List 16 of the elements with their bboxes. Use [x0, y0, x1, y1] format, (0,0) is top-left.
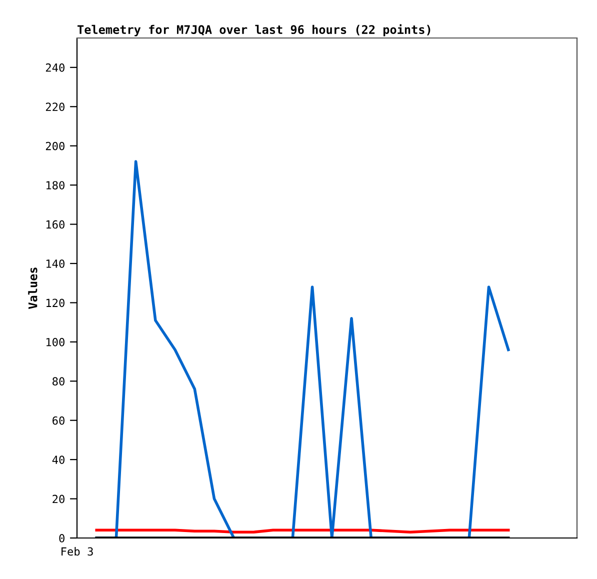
y-tick-label: 80	[52, 377, 64, 386]
y-tick-label: 20	[52, 494, 64, 504]
y-tick-label: 160	[46, 220, 64, 229]
text: Feb 3	[62, 547, 93, 556]
y-tick-label: 120	[46, 298, 64, 308]
y-tick-label: 100	[46, 338, 64, 346]
y-tick-label: 240	[46, 63, 64, 72]
chart-title: Telemetry for M7JQA over last 96 hours (22 points)	[78, 24, 430, 36]
y-tick-label: 0	[59, 534, 64, 542]
y-tick-label: 220	[46, 102, 64, 112]
y-tick-label: 140	[46, 259, 64, 268]
y-axis-title: Values	[28, 268, 38, 309]
y-tick-label: 40	[52, 456, 64, 464]
y-tick-label: 60	[52, 416, 64, 425]
y-tick-label: 180	[46, 181, 64, 190]
y-tick-label: 200	[46, 142, 64, 150]
